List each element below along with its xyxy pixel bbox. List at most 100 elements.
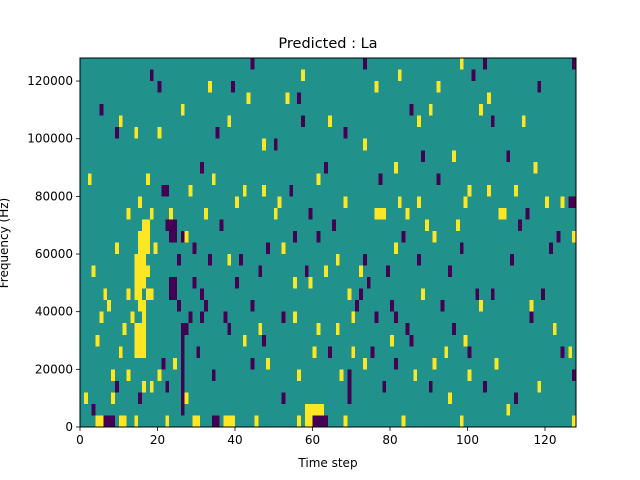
x-tick-label: 60 (305, 433, 320, 447)
x-axis: 0 20 40 60 80 100 120 (76, 427, 556, 447)
heatmap-cell-high (552, 323, 557, 335)
heatmap-cell-low (475, 288, 480, 301)
heatmap-cell-high (479, 104, 483, 116)
heatmap-cell-low (316, 230, 321, 243)
heatmap-cell-low (417, 254, 421, 266)
heatmap-cell-high (95, 334, 100, 347)
heatmap-cell-high (316, 323, 321, 335)
heatmap-cell-low (572, 58, 576, 70)
heatmap-cell-high (227, 254, 232, 266)
heatmap-cell-low (223, 311, 228, 324)
heatmap-cell-high (273, 207, 278, 220)
heatmap-cell-low (483, 58, 487, 70)
y-tick-label: 120000 (27, 74, 73, 88)
heatmap-cell-low (436, 173, 441, 185)
heatmap-cell-low (200, 288, 204, 301)
heatmap-cell-low (149, 69, 154, 82)
heatmap-cell-low (308, 207, 313, 220)
heatmap-cell-low (250, 300, 255, 312)
heatmap-cell-high (142, 230, 146, 243)
heatmap-cell-low (289, 184, 294, 197)
heatmap-cell-low (510, 254, 514, 266)
heatmap-cell-high (390, 334, 394, 347)
heatmap-cell-low (192, 277, 197, 289)
heatmap-cell-high (262, 184, 266, 197)
heatmap-cell-high (242, 334, 247, 347)
heatmap-cell-high (335, 323, 340, 335)
heatmap-cell-high (138, 288, 142, 301)
heatmap-cell-high (126, 369, 131, 381)
heatmap-cell-low (514, 392, 518, 404)
heatmap-cell-high (145, 265, 150, 278)
plot-frame (79, 57, 577, 428)
heatmap-cell-high (428, 104, 433, 116)
heatmap-cell-low (428, 380, 433, 393)
heatmap-cell-high (142, 242, 146, 255)
heatmap-cell-low (91, 403, 96, 416)
heatmap-cell-high (300, 69, 305, 82)
heatmap-cell-low (355, 300, 359, 312)
heatmap-cell-low (393, 311, 398, 324)
y-axis-label: Frequency (Hz) (0, 198, 11, 289)
heatmap-cell-low (362, 254, 367, 266)
heatmap-cell-high (308, 415, 313, 427)
heatmap-cell-low (370, 346, 375, 358)
heatmap-cell-low (180, 403, 185, 416)
heatmap-cell-high (91, 265, 96, 278)
heatmap-cell-low (215, 415, 220, 427)
heatmap-cell-high (572, 415, 576, 427)
heatmap-cell-high (246, 92, 251, 105)
heatmap-cell-high (142, 311, 146, 324)
heatmap-cell-low (324, 161, 328, 174)
chart-title: Predicted : La (278, 36, 377, 52)
heatmap-cell-high (192, 415, 197, 427)
heatmap-cell-high (157, 369, 162, 381)
heatmap-cell-high (378, 207, 383, 220)
heatmap-cell-high (134, 127, 139, 139)
heatmap-cell-high (293, 277, 297, 289)
heatmap-cell-low (219, 219, 224, 231)
heatmap-cell-high (417, 115, 421, 128)
heatmap-cell-high (405, 207, 410, 220)
heatmap-cell-high (134, 323, 139, 335)
heatmap-cell-low (215, 127, 220, 139)
heatmap-cell-high (324, 265, 328, 278)
heatmap-cell-low (200, 161, 204, 174)
heatmap-cell-low (173, 219, 177, 231)
heatmap-cell-high (351, 346, 356, 358)
heatmap-cell-high (514, 184, 518, 197)
heatmap-cell-high (401, 415, 406, 427)
heatmap-cell-high (130, 311, 135, 324)
heatmap-cell-low (231, 81, 235, 93)
heatmap-cell-high (393, 242, 398, 255)
heatmap-cell-low (165, 380, 170, 393)
heatmap-cell-low (273, 138, 278, 151)
heatmap-cell-high (463, 196, 468, 208)
heatmap-cell-high (184, 392, 189, 404)
heatmap-cell-high (142, 300, 146, 312)
heatmap-cell-high (277, 196, 282, 208)
heatmap-cell-low (328, 346, 332, 358)
heatmap-cell-low (111, 415, 115, 427)
heatmap-cell-high (153, 242, 158, 255)
heatmap-cell-low (114, 380, 119, 393)
heatmap-cell-low (207, 254, 212, 266)
heatmap-cell-high (118, 346, 123, 358)
heatmap-cell-low (157, 81, 162, 93)
heatmap-cell-high (122, 323, 127, 335)
heatmap-cell-low (382, 380, 387, 393)
heatmap-cell-high (262, 138, 266, 151)
heatmap-cell-high (308, 403, 313, 416)
heatmap-cell-low (227, 323, 232, 335)
heatmap-cell-high (87, 173, 92, 185)
heatmap-cell-low (316, 415, 321, 427)
heatmap-cell-high (145, 219, 150, 231)
heatmap-cell-low (572, 196, 576, 208)
heatmap-cell-low (188, 311, 193, 324)
heatmap-cell-high (107, 300, 111, 312)
heatmap-cell-low (169, 230, 173, 243)
heatmap-cell-low (452, 323, 456, 335)
heatmap-cell-low (176, 254, 181, 266)
heatmap-cell-high (494, 357, 499, 370)
heatmap-cell-low (192, 242, 197, 255)
